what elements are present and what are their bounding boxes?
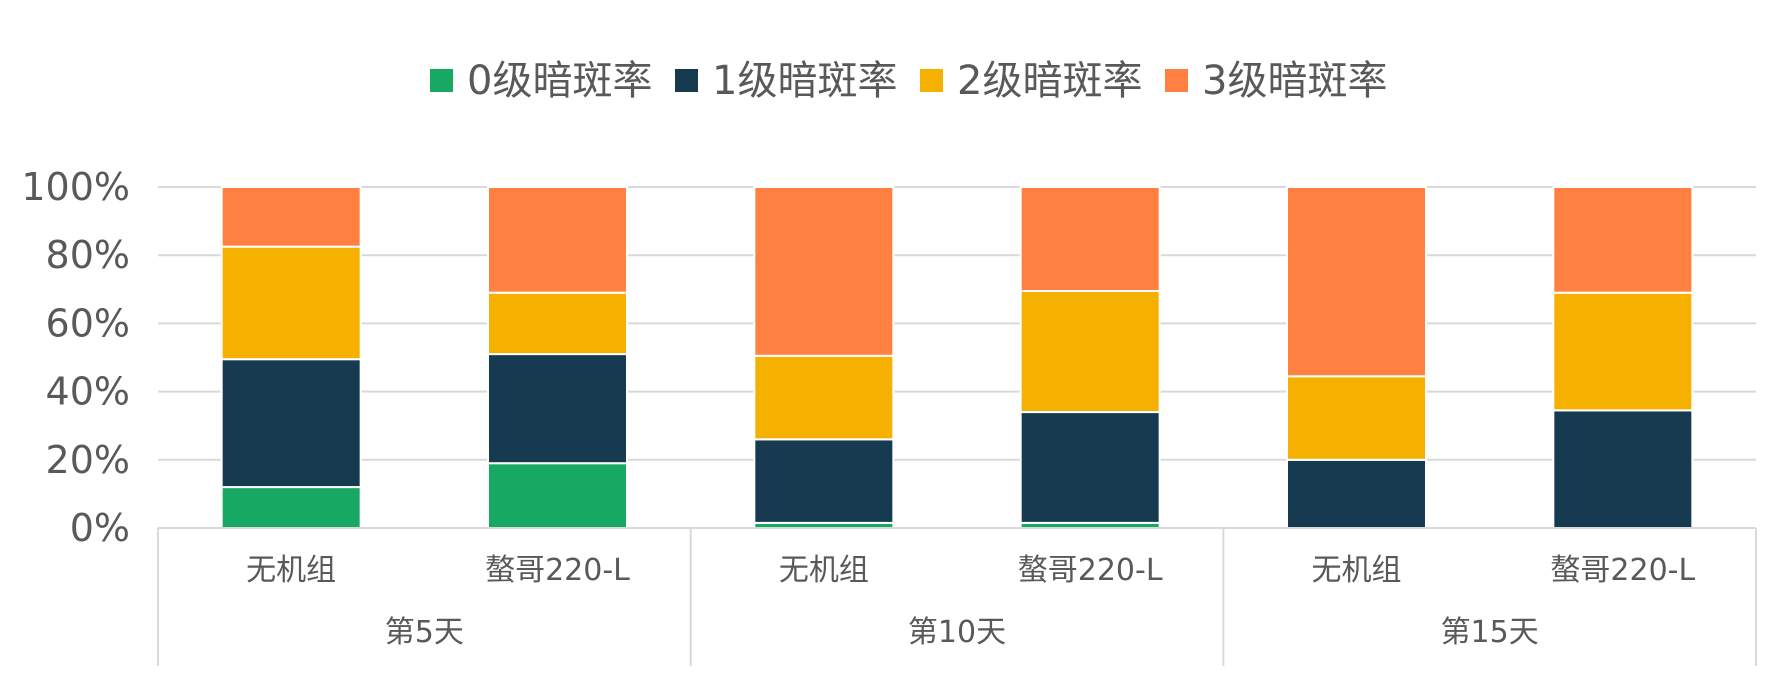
- bar-segment: [1286, 186, 1427, 378]
- legend-swatch: [920, 69, 943, 92]
- bar-segment: [487, 353, 628, 465]
- legend: 0级暗斑率 1级暗斑率 2级暗斑率 3级暗斑率: [430, 58, 1387, 104]
- y-axis: 0% 20% 40% 60% 80% 100%: [21, 165, 130, 550]
- legend-swatch: [1165, 69, 1188, 92]
- bar-segment: [1286, 458, 1427, 529]
- legend-label: 3级暗斑率: [1202, 58, 1387, 104]
- bar-segment: [753, 354, 895, 441]
- bar-segment: [1019, 186, 1161, 293]
- bar-segment: [753, 438, 895, 524]
- bar-segment: [487, 462, 628, 529]
- bar-segment: [220, 358, 362, 489]
- x-tick-label: 无机组: [1312, 553, 1402, 588]
- y-tick-label: 20%: [46, 438, 130, 482]
- bar-segment: [220, 186, 362, 248]
- bar-segment: [1552, 291, 1694, 412]
- legend-label: 0级暗斑率: [467, 58, 652, 104]
- legend-swatch: [430, 69, 453, 92]
- bar-segment: [487, 291, 628, 356]
- x-tick-label: 螯哥220-L: [1550, 553, 1695, 588]
- bar-segment: [220, 486, 362, 529]
- x-tick-label: 无机组: [246, 553, 336, 588]
- bar-segment: [1019, 290, 1161, 414]
- group-label: 第5天: [385, 615, 464, 650]
- x-axis: 无机组 螯哥220-L 无机组 螯哥220-L 无机组 螯哥220-L 第5天 第10天 第15…: [157, 527, 1757, 666]
- bar-segment: [753, 186, 895, 357]
- bar-segment: [220, 245, 362, 361]
- y-tick-label: 0%: [70, 506, 130, 550]
- x-tick-label: 无机组: [779, 553, 869, 588]
- bar-segment: [1019, 411, 1161, 524]
- group-label: 第15天: [1441, 615, 1539, 650]
- y-tick-label: 60%: [46, 301, 130, 345]
- y-tick-label: 40%: [46, 370, 130, 414]
- group-label: 第10天: [908, 615, 1006, 650]
- gridlines: [158, 186, 1756, 461]
- bars: [220, 186, 1694, 530]
- y-tick-label: 100%: [21, 165, 130, 209]
- y-tick-label: 80%: [46, 233, 130, 277]
- legend-swatch: [675, 69, 698, 92]
- bar-segment: [1286, 375, 1427, 461]
- bar-segment: [487, 186, 628, 294]
- bar-segment: [1552, 409, 1694, 530]
- legend-label: 1级暗斑率: [712, 58, 897, 104]
- x-tick-label: 螯哥220-L: [485, 553, 630, 588]
- bar-segment: [1552, 186, 1694, 294]
- legend-label: 2级暗斑率: [957, 58, 1142, 104]
- x-tick-label: 螯哥220-L: [1018, 553, 1163, 588]
